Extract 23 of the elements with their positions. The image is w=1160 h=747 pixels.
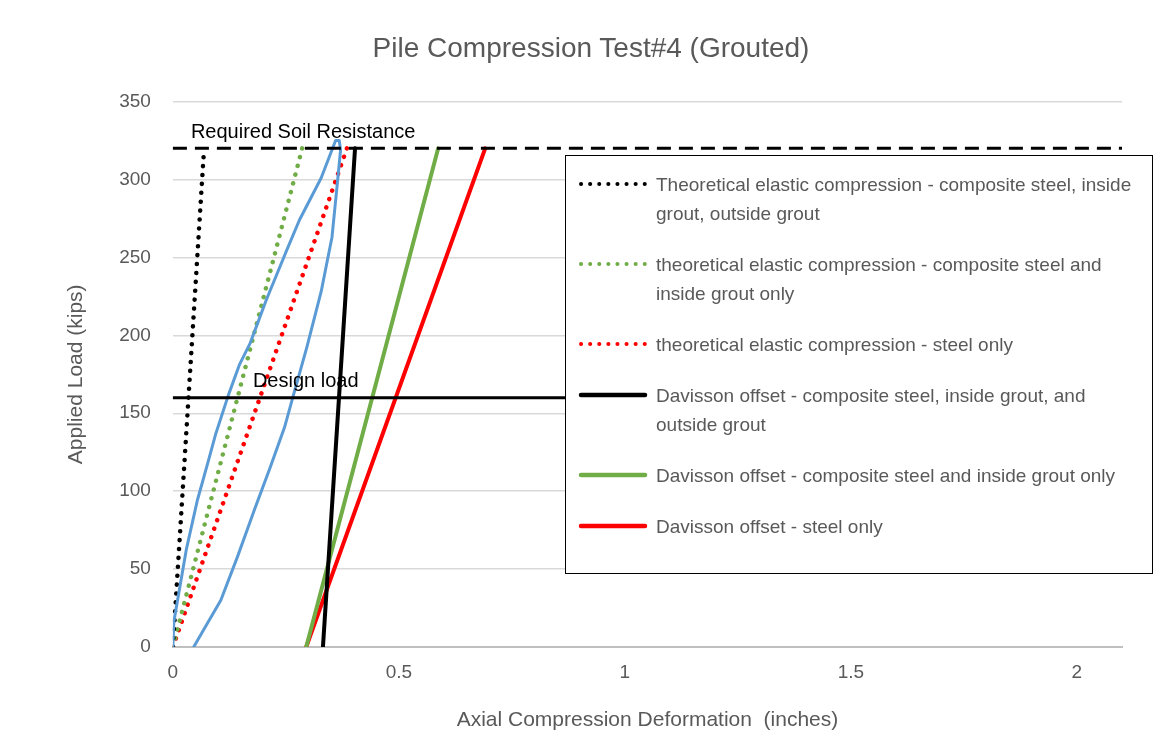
y-tick-label: 250 — [119, 245, 151, 267]
legend-label: theoretical elastic compression - steel only — [656, 333, 1013, 357]
y-tick-label: 50 — [129, 557, 151, 579]
x-tick-label: 0 — [167, 660, 179, 682]
ref-line-label: Required Soil Resistance — [190, 119, 416, 142]
y-tick-label: 350 — [119, 89, 151, 111]
chart-title: Pile Compression Test#4 (Grouted) — [372, 31, 810, 63]
x-tick-label: 2 — [1071, 660, 1083, 682]
y-tick-label: 200 — [119, 323, 151, 345]
x-tick-label: 1.5 — [837, 660, 865, 682]
y-tick-label: 150 — [119, 401, 151, 423]
x-tick-label: 0.5 — [385, 660, 413, 682]
legend-label: Davisson offset - composite steel, inside grout, and outside grout — [656, 384, 1087, 437]
legend-label: Davisson offset - composite steel and inside grout only — [656, 464, 1116, 488]
y-tick-label: 100 — [119, 479, 151, 501]
legend-label: Theoretical elastic compression - composite steel, inside grout, outside grout — [656, 173, 1133, 226]
legend-label: theoretical elastic compression - composite steel and inside grout only — [656, 253, 1103, 306]
x-tick-label: 1 — [619, 660, 631, 682]
y-tick-label: 300 — [119, 167, 151, 189]
y-tick-label: 0 — [140, 635, 151, 657]
y-axis-title: Applied Load (kips) — [63, 284, 87, 465]
legend-label: Davisson offset - steel only — [656, 515, 883, 539]
x-axis-title: Axial Compression Deformation (inches) — [456, 707, 839, 731]
